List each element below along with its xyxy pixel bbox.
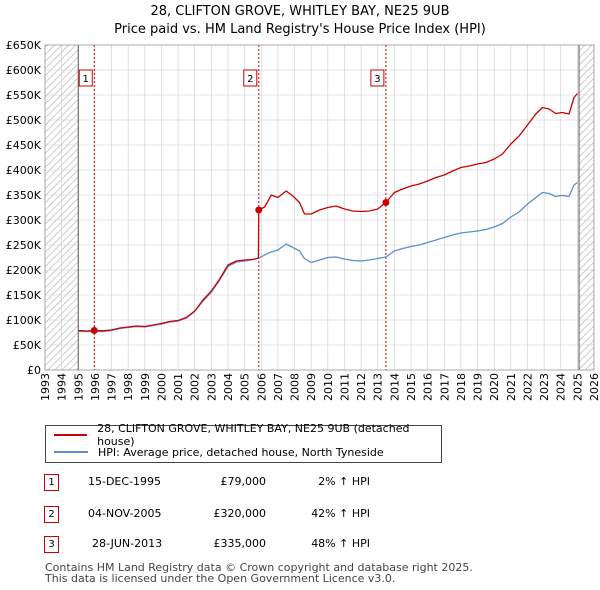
plot-area [45,45,594,370]
transaction-hpi-change: 42% ↑ HPI [311,507,370,520]
x-tick-label: 2016 [422,373,435,401]
x-tick-label: 2019 [472,373,485,401]
x-tick-label: 2005 [239,373,252,401]
legend-item-property: 28, CLIFTON GROVE, WHITLEY BAY, NE25 9UB… [54,422,441,448]
transaction-date: 15-DEC-1995 [88,475,162,488]
x-tick-label: 2011 [338,373,351,401]
y-tick-label: £50K [13,339,42,352]
x-tick-label: 2000 [155,373,168,401]
chart-title: 28, CLIFTON GROVE, WHITLEY BAY, NE25 9UB [150,4,450,19]
x-tick-label: 2003 [205,373,218,401]
y-tick-label: £100K [6,314,42,327]
y-tick-label: £0 [27,364,41,377]
price-chart: £0 £50K £100K £150K £200K £250K £300K £350K £400… [6,39,600,401]
marker-box [78,69,93,87]
x-tick-label: 1993 [39,373,52,401]
x-tick-label: 2012 [355,373,368,401]
marker-label: 3 [374,74,380,85]
transaction-number: 1 [44,474,59,491]
x-tick-label: 1994 [56,373,69,401]
y-tick-label: £400K [6,164,42,177]
x-tick-label: 2008 [289,373,302,401]
x-tick-label: 2015 [405,373,418,401]
x-tick-label: 2026 [588,373,600,401]
transaction-number: 2 [44,506,59,523]
property-price-line [78,93,578,332]
x-tick-label: 2024 [555,373,568,401]
x-tick-label: 2007 [272,373,285,401]
x-tick-label: 1996 [89,373,102,401]
marker-box [243,69,258,87]
transaction-number: 3 [44,536,59,553]
x-tick-label: 2001 [172,373,185,401]
x-tick-label: 2018 [455,373,468,401]
transaction-price: £320,000 [213,507,267,520]
x-tick-label: 2006 [255,373,268,401]
y-tick-label: £200K [6,264,42,277]
x-tick-label: 2004 [222,373,235,401]
transaction-price: £79,000 [220,475,267,488]
sale-point [382,199,390,206]
legend-label-property: 28, CLIFTON GROVE, WHITLEY BAY, NE25 9UB… [97,422,410,448]
marker-box [370,69,385,87]
x-tick-label: 1995 [72,373,85,401]
transaction-date: 04-NOV-2005 [88,507,162,520]
y-tick-label: £600K [6,64,42,77]
sale-point [255,206,263,214]
chart-subtitle: Price paid vs. HM Land Registry's House … [114,22,486,37]
y-tick-label: £550K [6,89,42,102]
y-tick-label: £150K [6,289,42,302]
hatched-region [579,45,594,370]
transaction-date: 28-JUN-2013 [92,537,163,550]
transaction-hpi-change: 2% ↑ HPI [318,475,370,488]
x-tick-label: 2021 [505,373,518,401]
y-tick-label: £450K [6,139,42,152]
x-tick-label: 2009 [305,373,318,401]
x-tick-label: 2022 [521,373,534,401]
x-tick-label: 1997 [106,373,119,401]
y-tick-label: £500K [6,114,42,127]
marker-label: 1 [83,74,89,85]
x-tick-label: 2017 [438,373,451,401]
marker-label: 2 [247,74,253,85]
x-tick-label: 1998 [122,373,135,401]
x-tick-label: 2025 [571,373,584,401]
legend-swatch-property [54,434,88,436]
footer-copyright: Contains HM Land Registry data © Crown c… [45,561,473,574]
x-tick-label: 1999 [139,373,152,401]
plot-border [44,44,595,371]
x-tick-label: 2002 [189,373,202,401]
x-tick-label: 2010 [322,373,335,401]
x-tick-label: 2013 [372,373,385,401]
x-tick-label: 2023 [538,373,551,401]
legend: 28, CLIFTON GROVE, WHITLEY BAY, NE25 9UB… [45,422,442,463]
x-tick-label: 2014 [388,373,401,401]
legend-label-hpi: HPI: Average price, detached house, Nort… [98,445,384,459]
transaction-price: £335,000 [213,537,267,550]
y-tick-label: £650K [6,39,42,52]
footer-licence: This data is licensed under the Open Gov… [45,572,396,585]
transaction-hpi-change: 48% ↑ HPI [311,537,370,550]
legend-swatch-hpi [54,451,88,453]
y-tick-label: £350K [6,189,42,202]
y-tick-label: £250K [6,239,42,252]
legend-item-hpi: HPI: Average price, detached house, Nort… [54,444,384,460]
x-tick-label: 2020 [488,373,501,401]
sale-point [90,327,98,334]
y-tick-label: £300K [6,214,42,227]
